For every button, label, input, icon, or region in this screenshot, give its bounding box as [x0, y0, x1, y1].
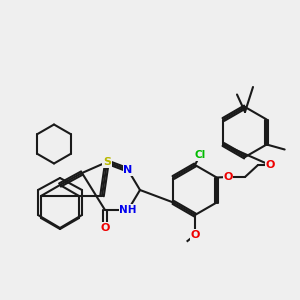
Text: O: O — [223, 172, 233, 182]
Text: Cl: Cl — [194, 150, 206, 160]
Text: O: O — [265, 160, 275, 170]
Text: N: N — [123, 165, 133, 175]
Text: O: O — [100, 223, 110, 233]
Text: S: S — [103, 157, 111, 167]
Text: NH: NH — [119, 205, 137, 215]
Text: O: O — [190, 230, 200, 240]
